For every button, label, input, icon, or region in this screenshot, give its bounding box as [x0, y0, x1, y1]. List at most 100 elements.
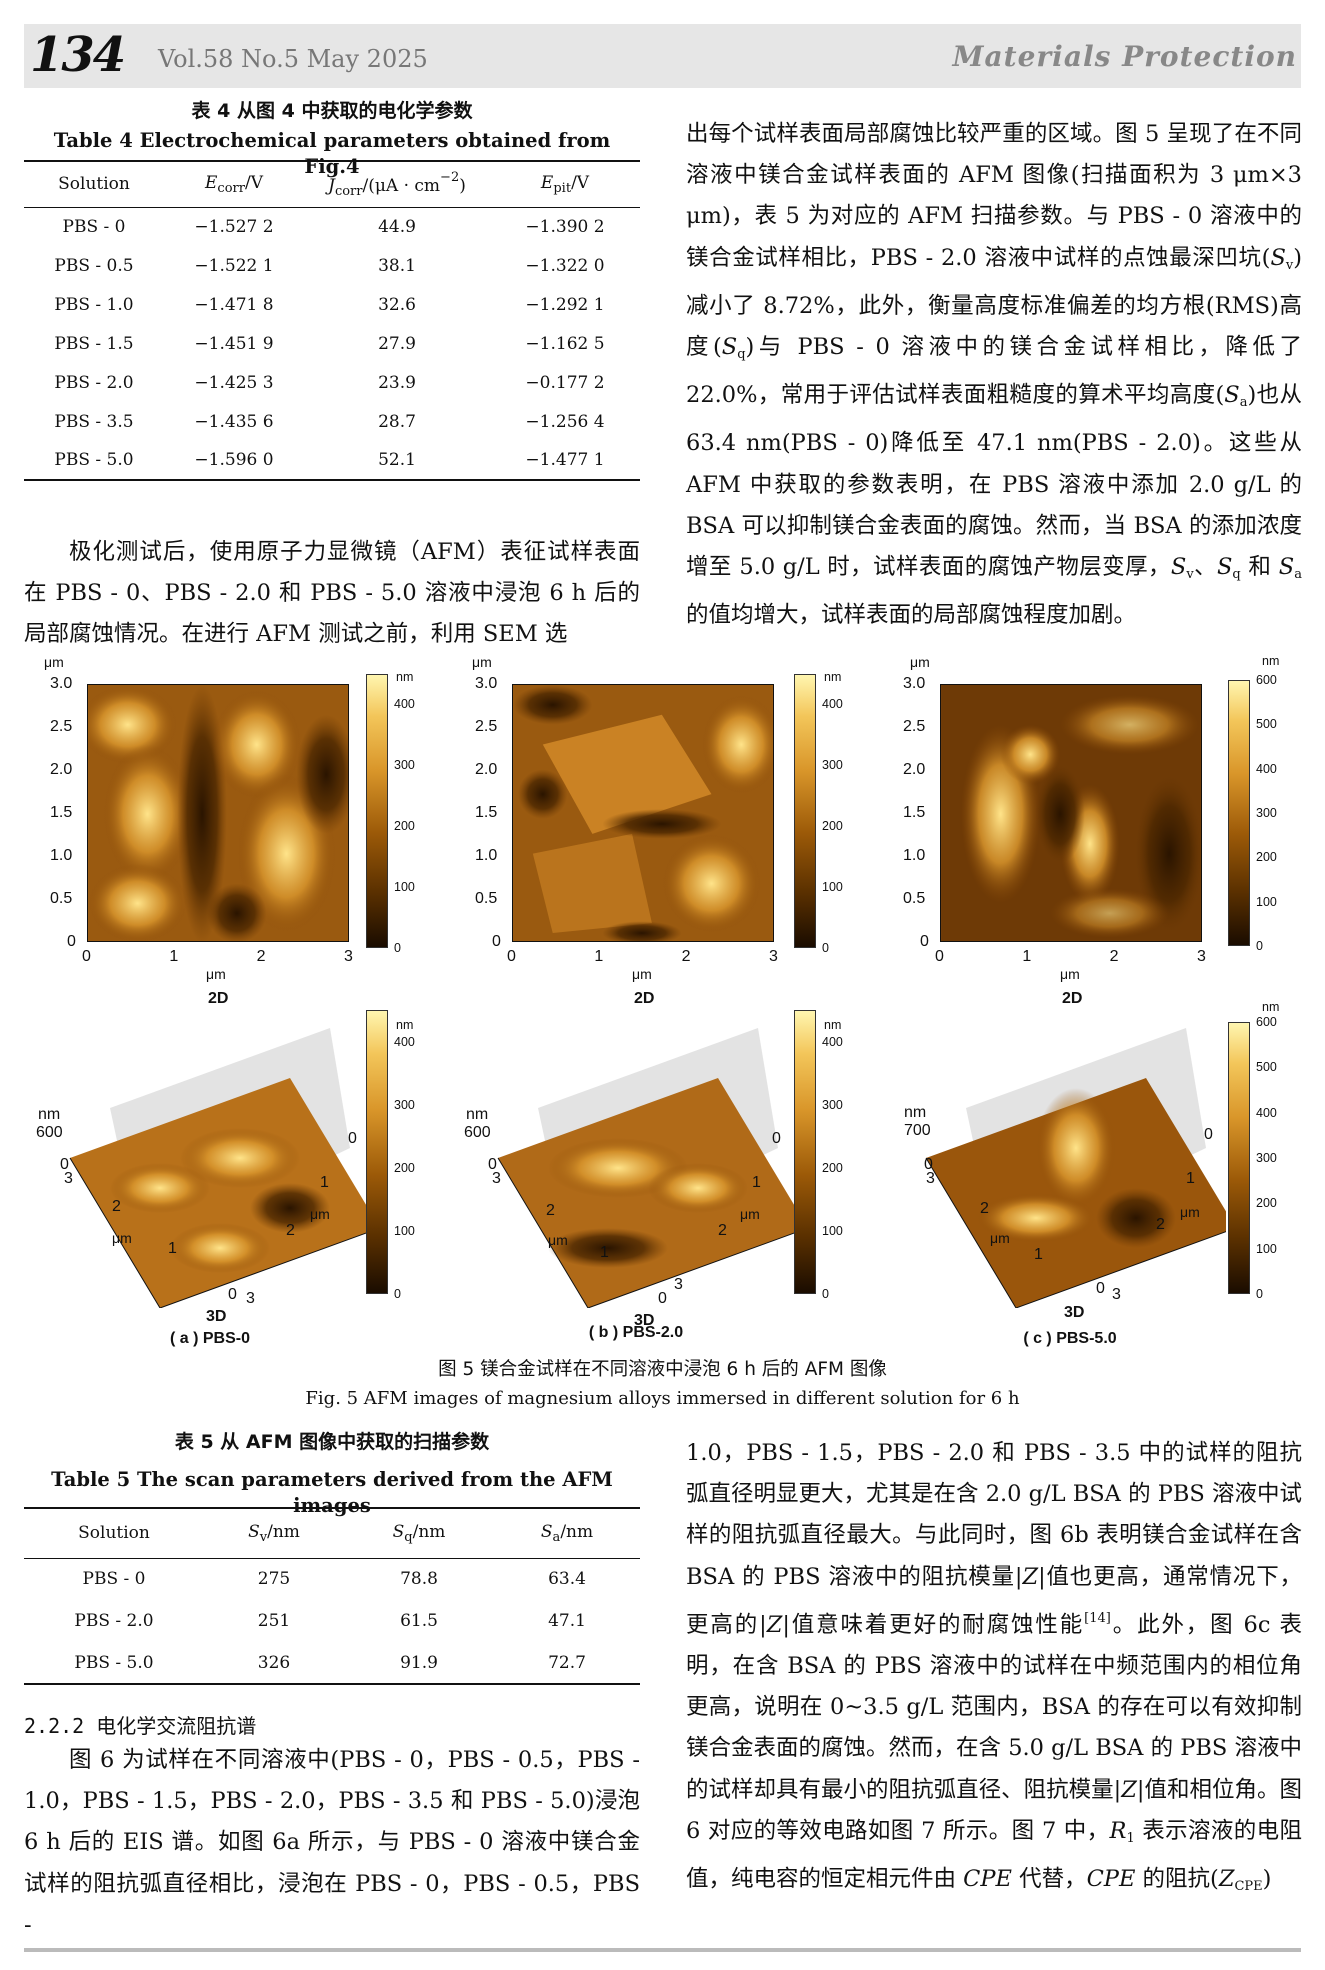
- figure5-caption-en: Fig. 5 AFM images of magnesium alloys im…: [305, 1388, 1020, 1409]
- panel-label-c: ( c ) PBS-5.0: [1023, 1330, 1117, 1347]
- axis-tick-label: 0: [82, 948, 91, 965]
- figure5-caption-cn: 图 5 镁合金试样在不同溶液中浸泡 6 h 后的 AFM 图像: [438, 1359, 887, 1380]
- table4-header-row: Solution Ecorr/V Jcorr/(μA · cm−2) Epit/…: [24, 160, 640, 208]
- left-paragraph-2: 图 6 为试样在不同溶液中(PBS - 0，PBS - 0.5，PBS - 1.…: [24, 1747, 640, 1938]
- axis-tick-label: 2.0: [475, 761, 498, 778]
- bottom-rule: [24, 1948, 1301, 1952]
- table-cell: 72.7: [494, 1642, 640, 1685]
- table-cell: 78.8: [400, 1569, 438, 1590]
- axis-tick-label: 400: [822, 1034, 843, 1049]
- axis3d-tick: 3: [492, 1170, 501, 1187]
- table-cell: 44.9: [378, 216, 416, 237]
- axis-tick-label: 100: [822, 1223, 843, 1238]
- colorbar-unit: nm: [1262, 654, 1280, 668]
- label-2d-a: 2D: [208, 990, 229, 1007]
- axis-tick-label: 300: [822, 1097, 843, 1112]
- axis-tick-label: 0: [394, 1287, 401, 1301]
- axis3d-tick: 1: [320, 1174, 329, 1191]
- panel-label-a: ( a ) PBS-0: [169, 1330, 250, 1347]
- axis-tick-label: 100: [822, 880, 843, 895]
- axis3d-tick: 1: [600, 1244, 609, 1261]
- axis3d-unit: μm: [740, 1206, 760, 1222]
- axis-tick-label: 3: [1197, 948, 1206, 965]
- table-cell: 38.1: [378, 255, 416, 276]
- z-unit-3d-c: nm: [904, 1104, 927, 1121]
- axis-tick-label: 200: [822, 1160, 843, 1175]
- section-heading-2-2-2: 2.2.2 电化学交流阻抗谱: [24, 1714, 257, 1738]
- axis3d-tick: 0: [772, 1130, 781, 1147]
- table-cell: PBS - 2.0: [74, 1611, 154, 1631]
- z-unit-3d-a: nm: [38, 1106, 61, 1123]
- axis-tick-label: 3.0: [50, 675, 73, 692]
- axis-tick-label: 500: [1256, 1060, 1277, 1075]
- table-cell: 27.9: [378, 333, 416, 354]
- axis-tick-label: 0: [1256, 1287, 1263, 1301]
- axis3d-tick: 3: [64, 1170, 73, 1187]
- table-cell: PBS - 0.5: [54, 255, 134, 276]
- axis3d-tick: 0: [1096, 1280, 1105, 1297]
- axis-tick-label: 2: [1109, 948, 1119, 965]
- table-cell: 63.4: [548, 1569, 586, 1590]
- table-cell: 28.7: [378, 411, 416, 432]
- axis-tick-label: 2: [681, 948, 691, 965]
- axis-tick-label: 0: [935, 948, 944, 965]
- axis-tick-label: 1.0: [903, 847, 926, 864]
- table-cell: 251: [257, 1611, 291, 1631]
- axis3d-unit: μm: [1180, 1204, 1200, 1220]
- table-cell: PBS - 0: [82, 1569, 146, 1590]
- volume-info: Vol.58 No.5 May 2025: [158, 45, 428, 73]
- table-cell: PBS - 5.0: [24, 441, 164, 481]
- z-zero-3d-b: 0: [488, 1156, 497, 1173]
- right-paragraph-1: 出每个试样表面局部腐蚀比较严重的区域。图 5 呈现了在不同溶液中镁合金试样表面的…: [686, 121, 1302, 629]
- axis3d-unit: μm: [112, 1230, 132, 1246]
- axis3d-tick: 0: [658, 1290, 667, 1307]
- y-unit-a: μm: [44, 654, 64, 670]
- x-unit-b: μm: [632, 966, 652, 982]
- table-row: PBS - 5.0 326 91.9 72.7: [24, 1642, 640, 1685]
- table-row: PBS - 0 275 78.8 63.4: [24, 1558, 640, 1600]
- colorbar-unit: nm: [1262, 1000, 1280, 1014]
- label-3d-b: 3D: [634, 1312, 655, 1329]
- axis-tick-label: 400: [822, 697, 843, 712]
- colorbar-2d-b: [794, 674, 816, 948]
- axis-tick-label: 200: [1256, 1196, 1277, 1211]
- table-cell: −1.390 2: [525, 216, 605, 237]
- table-cell: −1.425 3: [194, 372, 274, 393]
- table-row: PBS - 2.0 −1.425 3 23.9 −0.177 2: [24, 363, 640, 402]
- table-cell: PBS - 2.0: [54, 372, 134, 393]
- page-number: 134: [30, 27, 126, 83]
- table-cell: −1.527 2: [194, 216, 274, 237]
- table-cell: −1.451 9: [194, 333, 274, 354]
- table-row: PBS - 0 −1.527 2 44.9 −1.390 2: [24, 207, 640, 246]
- table4-header-solution: Solution: [24, 160, 164, 208]
- table-cell: 275: [257, 1569, 291, 1590]
- colorbar-2d-a: [366, 674, 388, 948]
- table5: Solution Sv/nm Sq/nm Sa/nm PBS - 0 275 78.…: [24, 1507, 640, 1685]
- table-row: PBS - 0.5 −1.522 1 38.1 −1.322 0: [24, 246, 640, 285]
- table-cell: −1.477 1: [490, 441, 640, 481]
- axis3d-tick: 2: [718, 1222, 727, 1239]
- table4-header-jcorr: Jcorr/(μA · cm−2): [304, 160, 490, 208]
- axis3d-tick: 3: [926, 1170, 935, 1187]
- colorbar-2d-c: [1228, 680, 1250, 946]
- axis3d-tick: 0: [228, 1286, 237, 1303]
- z-zero-3d-a: 0: [60, 1156, 69, 1173]
- axis-tick-label: 1.0: [50, 847, 73, 864]
- table-cell: −1.322 0: [525, 255, 605, 276]
- table-cell: 23.9: [378, 372, 416, 393]
- axis3d-tick: 3: [1112, 1286, 1121, 1303]
- axis-tick-label: 2.0: [903, 761, 926, 778]
- table-row: PBS - 1.0 −1.471 8 32.6 −1.292 1: [24, 285, 640, 324]
- axis3d-unit: μm: [548, 1232, 568, 1248]
- table-cell: 52.1: [304, 441, 490, 481]
- axis-tick-label: 0: [822, 941, 829, 955]
- axis-tick-label: 300: [1256, 806, 1277, 820]
- axis-tick-label: 0.5: [903, 890, 926, 907]
- afm-2d-image-c: [940, 684, 1202, 942]
- axis3d-unit: μm: [310, 1206, 330, 1222]
- axis-tick-label: 3.0: [903, 675, 926, 692]
- axis-tick-label: 400: [1256, 761, 1277, 776]
- axis3d-tick: 3: [246, 1290, 255, 1307]
- label-2d-b: 2D: [634, 990, 655, 1007]
- axis-tick-label: 1: [594, 948, 604, 965]
